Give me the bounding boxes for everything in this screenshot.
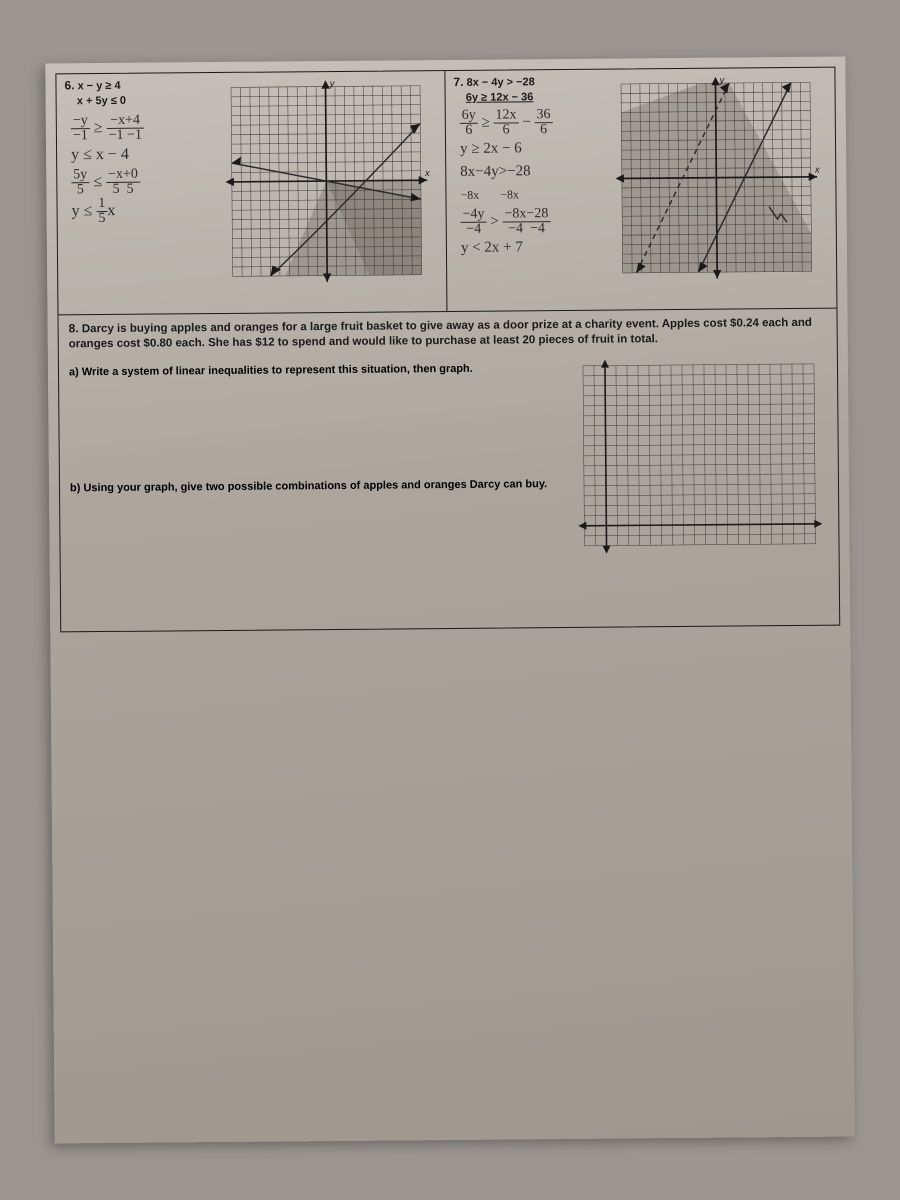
problem-8-graph [573,354,825,566]
problem-8: 8. Darcy is buying apples and oranges fo… [59,309,840,632]
problem-6-handwork: −y−1 ≥ −x+4−1 −1 y ≤ x − 4 5y5 ≤ −x+05 5… [65,113,222,226]
x-axis-label: x [424,168,430,179]
y-axis-label: y [329,78,336,89]
problem-6: 6. x − y ≥ 4 x + 5y ≤ 0 −y−1 ≥ −x+4−1 −1… [56,71,447,314]
problem-8-prompt: Darcy is buying apples and oranges for a… [69,317,812,350]
problem-7-handwork: 6y6 ≥ 12x6 − 366 y ≥ 2x − 6 8x−4y>−28 −8… [454,107,612,259]
worksheet-paper: 6. x − y ≥ 4 x + 5y ≤ 0 −y−1 ≥ −x+4−1 −1… [45,57,854,1144]
worksheet-border: 6. x − y ≥ 4 x + 5y ≤ 0 −y−1 ≥ −x+4−1 −1… [55,67,840,633]
problem-6-printed: 6. x − y ≥ 4 x + 5y ≤ 0 [64,77,220,108]
problem-7-graph: x y [610,72,822,284]
problem-7-printed: 7. 8x − 4y > −28 6y ≥ 12x − 36 [453,74,610,105]
svg-text:x: x [814,165,820,176]
problem-6-graph: x y [221,75,433,287]
row-problems-6-7: 6. x − y ≥ 4 x + 5y ≤ 0 −y−1 ≥ −x+4−1 −1… [56,68,836,316]
problem-7: 7. 8x − 4y > −28 6y ≥ 12x − 36 6y6 ≥ 12x… [445,68,836,311]
